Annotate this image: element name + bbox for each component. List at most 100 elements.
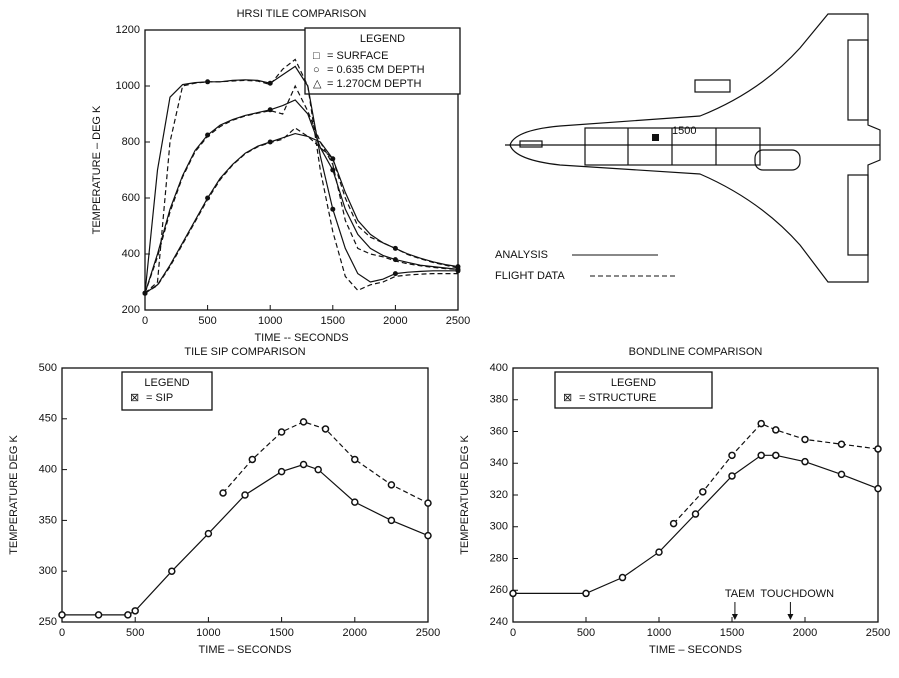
point-marker	[837, 470, 846, 479]
y-axis-label: TEMPERATURE DEG K	[459, 435, 471, 555]
x-tick-label: 2500	[416, 627, 440, 639]
point-marker	[330, 206, 336, 212]
x-axis-label: TIME -- SECONDS	[254, 332, 348, 344]
y-tick-label: 400	[122, 248, 140, 260]
point-marker	[94, 611, 103, 619]
x-tick-label: 0	[142, 315, 148, 327]
analysis-line	[62, 463, 429, 616]
flight-line	[222, 421, 429, 504]
shuttle-diagram: 1500 ANALYSIS FLIGHT DATA	[495, 13, 881, 283]
analysis-line	[144, 99, 459, 294]
point-marker	[168, 567, 176, 575]
legend-marker: △	[313, 78, 322, 90]
legend-title: LEGEND	[611, 377, 656, 389]
y-tick-label: 200	[122, 304, 140, 316]
x-tick-label: 500	[126, 627, 144, 639]
x-axis-label: TIME – SECONDS	[649, 644, 742, 656]
y-tick-label: 300	[39, 565, 57, 577]
oms-pod	[754, 149, 801, 171]
legend-marker: ⊠	[130, 392, 139, 404]
y-tick-label: 360	[490, 425, 508, 437]
y-tick-label: 240	[490, 616, 508, 628]
x-tick-label: 2000	[343, 627, 367, 639]
x-tick-label: 2000	[383, 315, 407, 327]
point-marker	[691, 510, 700, 518]
point-marker	[772, 451, 780, 460]
analysis-line	[144, 65, 458, 294]
y-tick-label: 1000	[116, 80, 140, 92]
location-marker	[652, 134, 659, 141]
point-marker	[699, 488, 707, 496]
y-tick-label: 320	[490, 489, 508, 501]
x-tick-label: 500	[198, 315, 216, 327]
point-marker	[58, 611, 66, 619]
point-marker	[509, 589, 517, 598]
y-tick-label: 400	[490, 362, 508, 374]
point-marker	[582, 589, 590, 598]
plot-frame	[144, 29, 459, 311]
point-marker	[204, 529, 213, 538]
y-tick-label: 250	[39, 616, 57, 628]
legend-entry: = SIP	[146, 392, 173, 404]
y-tick-label: 500	[39, 362, 57, 374]
analysis-label: ANALYSIS	[495, 249, 548, 261]
y-tick-label: 600	[122, 192, 140, 204]
x-tick-label: 1000	[647, 627, 671, 639]
flight-label: FLIGHT DATA	[495, 270, 565, 282]
arrow-head	[731, 614, 738, 620]
x-tick-label: 1000	[258, 315, 282, 327]
analysis-line	[144, 132, 459, 294]
point-marker	[801, 457, 809, 466]
point-marker	[248, 455, 257, 464]
y-axis-label: TEMPERATURE DEG K	[8, 435, 20, 555]
chart-title: HRSI TILE COMPARISON	[237, 8, 367, 20]
y-tick-label: 350	[39, 514, 57, 526]
point-marker	[392, 271, 398, 277]
point-marker	[277, 467, 286, 476]
point-marker	[669, 519, 678, 528]
legend-title: LEGEND	[144, 377, 189, 389]
point-marker	[241, 491, 249, 499]
legend-marker: ⊠	[563, 392, 572, 404]
legend-entry: = 1.270CM DEPTH	[327, 78, 422, 90]
point-marker	[801, 435, 809, 444]
flight-line	[673, 422, 879, 525]
x-axis-label: TIME – SECONDS	[199, 644, 292, 656]
elevon	[847, 174, 869, 256]
point-marker	[837, 440, 846, 448]
legend-title: LEGEND	[360, 33, 405, 45]
y-tick-label: 400	[39, 464, 57, 476]
y-tick-label: 260	[490, 584, 508, 596]
arrow-head	[787, 614, 794, 620]
point-marker	[205, 195, 211, 201]
legend-marker: □	[313, 50, 320, 62]
chart-title: BONDLINE COMPARISON	[629, 346, 763, 358]
point-marker	[314, 465, 322, 474]
point-marker	[424, 499, 432, 507]
point-marker	[874, 484, 882, 493]
flight-line	[144, 84, 459, 294]
y-tick-label: 280	[490, 552, 508, 564]
point-marker	[277, 428, 286, 436]
chart-title: TILE SIP COMPARISON	[184, 346, 305, 358]
legend-entry: = SURFACE	[327, 50, 388, 62]
x-tick-label: 2500	[866, 627, 890, 639]
x-tick-label: 0	[510, 627, 516, 639]
legend-box	[554, 371, 713, 409]
shuttle-outline	[509, 13, 881, 283]
plot-frame	[61, 367, 429, 623]
point-marker	[874, 445, 882, 453]
x-tick-label: 1500	[720, 627, 744, 639]
point-marker	[299, 418, 308, 426]
window	[694, 79, 731, 93]
x-tick-label: 500	[577, 627, 595, 639]
point-marker	[351, 455, 359, 464]
y-axis-label: TEMPERATURE – DEG K	[91, 105, 103, 234]
x-tick-label: 0	[59, 627, 65, 639]
legend-box	[304, 27, 461, 95]
legend-entry: = 0.635 CM DEPTH	[327, 64, 425, 76]
x-tick-label: 1500	[269, 627, 293, 639]
x-tick-label: 1500	[321, 315, 345, 327]
point-marker	[205, 132, 211, 138]
